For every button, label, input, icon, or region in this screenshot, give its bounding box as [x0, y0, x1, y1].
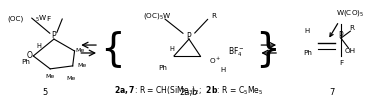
Text: $\bf{2a,7}$: R = CH(SiMe$_3$)$_2$;  $\bf{2b}$: R = C$_5$Me$_5$: $\bf{2a,7}$: R = CH(SiMe$_3$)$_2$; $\bf{… [114, 84, 264, 97]
Text: Me: Me [66, 76, 76, 81]
Text: Ph: Ph [303, 50, 311, 56]
Text: Me: Me [77, 63, 87, 68]
Text: R: R [350, 25, 355, 31]
Text: P: P [339, 31, 343, 40]
Text: F: F [46, 16, 50, 22]
Text: Ph: Ph [21, 59, 30, 65]
Text: }: } [256, 30, 280, 68]
Text: H: H [36, 43, 41, 49]
Text: $_5$W: $_5$W [35, 14, 48, 24]
Text: H: H [305, 28, 310, 34]
Text: 2a,b: 2a,b [180, 88, 198, 97]
Text: F: F [339, 60, 343, 66]
Text: (OC): (OC) [8, 16, 24, 23]
Text: O: O [26, 52, 33, 60]
Text: W(CO)$_5$: W(CO)$_5$ [336, 8, 364, 18]
Text: Me: Me [76, 48, 85, 54]
Text: P: P [187, 32, 191, 41]
Text: H: H [220, 67, 225, 73]
Text: Ph: Ph [158, 65, 167, 71]
Text: H: H [170, 46, 175, 52]
Text: Me: Me [45, 74, 55, 79]
Text: 7: 7 [329, 88, 334, 97]
Text: 5: 5 [42, 88, 47, 97]
Text: BF$_4^-$: BF$_4^-$ [228, 45, 244, 59]
Text: R: R [211, 13, 216, 19]
Text: O$^+$: O$^+$ [209, 56, 222, 66]
Text: OH: OH [345, 48, 356, 54]
Text: P: P [52, 31, 56, 40]
Text: (OC)$_5$W: (OC)$_5$W [143, 11, 172, 21]
Text: {: { [100, 30, 124, 68]
